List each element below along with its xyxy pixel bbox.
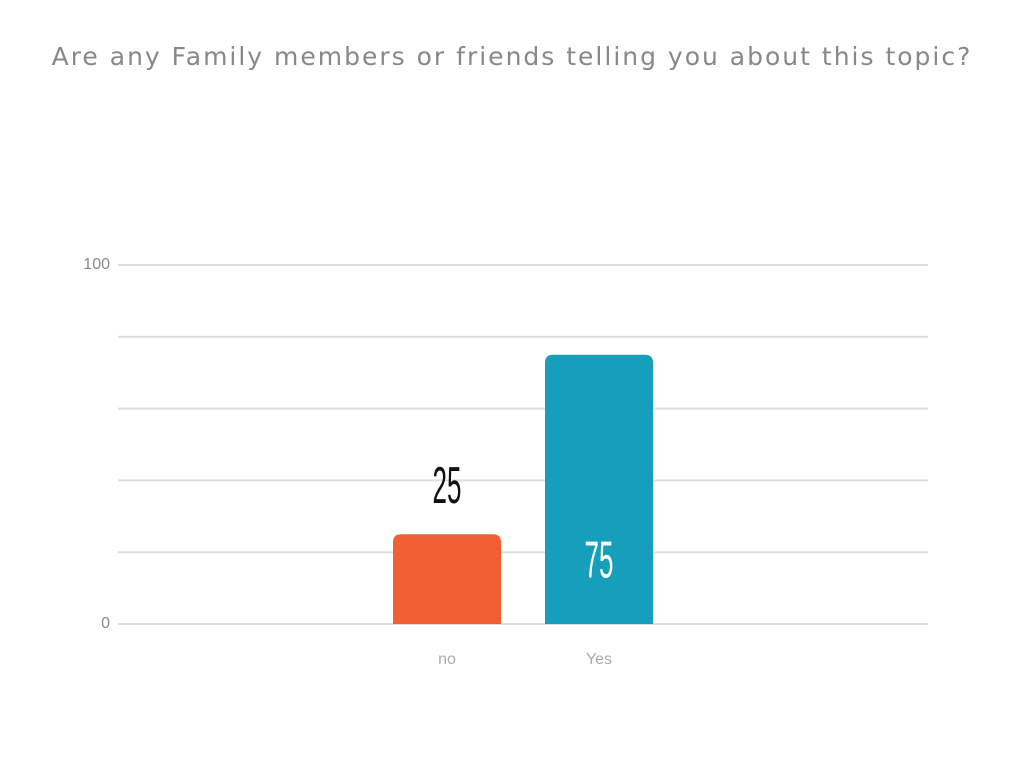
bar	[545, 354, 653, 624]
bar	[393, 534, 501, 624]
chart-title: Are any Family members or friends tellin…	[52, 42, 973, 71]
y-tick-label: 0	[101, 615, 110, 632]
value-label: 75	[585, 531, 614, 589]
y-tick-label: 100	[83, 256, 110, 273]
x-tick-label: Yes	[586, 651, 612, 668]
value-label: 25	[433, 456, 462, 514]
x-tick-label: no	[438, 651, 456, 668]
